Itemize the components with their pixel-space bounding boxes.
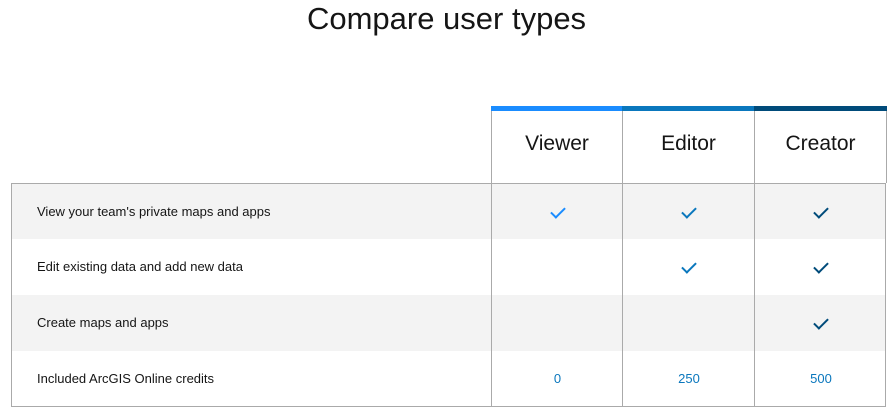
row-label: Included ArcGIS Online credits — [37, 371, 215, 386]
table-row: Create maps and apps — [11, 295, 886, 351]
checkmark-icon — [813, 313, 829, 330]
table-cell — [622, 295, 755, 351]
column-header-creator: Creator — [754, 106, 887, 183]
column-label: Creator — [785, 132, 856, 155]
checkmark-icon — [813, 257, 829, 274]
table-cell — [622, 239, 755, 295]
checkmark-icon — [549, 202, 566, 219]
table-cell: 0 — [491, 351, 623, 407]
checkmark-icon — [813, 202, 829, 219]
table-cell — [491, 239, 623, 295]
table-cell: 500 — [754, 351, 887, 407]
table-row: View your team's private maps and apps — [11, 183, 887, 240]
checkmark-icon — [681, 257, 697, 274]
column-accent-bar — [754, 106, 887, 111]
column-label: Editor — [661, 132, 716, 155]
column-accent-bar — [622, 106, 754, 111]
table-cell — [491, 295, 623, 351]
table-cell: 250 — [622, 351, 755, 407]
table-cell — [754, 295, 887, 351]
credits-value: 500 — [810, 371, 832, 386]
row-label: View your team's private maps and apps — [37, 204, 271, 219]
column-label: Viewer — [525, 132, 589, 155]
row-label: Edit existing data and add new data — [37, 259, 243, 274]
table-row: Included ArcGIS Online credits 0 250 500 — [11, 351, 886, 407]
checkmark-icon — [681, 202, 697, 219]
table-cell — [754, 239, 887, 295]
page-title: Compare user types — [306, 1, 587, 36]
credits-value: 0 — [553, 371, 562, 386]
table-cell — [491, 184, 623, 240]
credits-value: 250 — [678, 371, 700, 386]
table-cell — [754, 184, 887, 240]
column-accent-bar — [491, 106, 622, 111]
column-header-viewer: Viewer — [491, 106, 622, 183]
row-label: Create maps and apps — [37, 315, 169, 330]
table-row: Edit existing data and add new data — [11, 239, 886, 295]
table-cell — [622, 184, 755, 240]
column-header-editor: Editor — [622, 106, 754, 183]
